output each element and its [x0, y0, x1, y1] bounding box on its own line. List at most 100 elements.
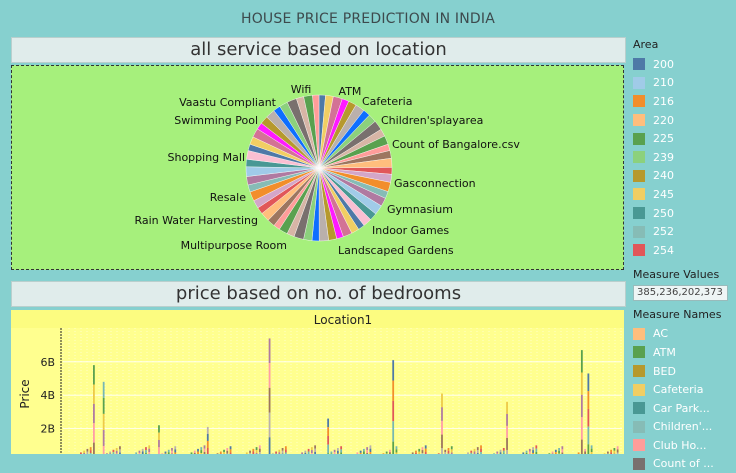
pie-chart-panel[interactable]: Wifi ATM Cafeteria Vaastu Compliant Chil…: [11, 65, 624, 270]
bar-segment[interactable]: [207, 434, 209, 441]
bar-segment[interactable]: [418, 449, 420, 452]
bar-segment[interactable]: [174, 449, 176, 452]
bar-segment[interactable]: [535, 449, 537, 452]
bar-segment[interactable]: [392, 401, 394, 421]
bar-segment[interactable]: [230, 446, 232, 449]
bar-segment[interactable]: [448, 448, 450, 451]
bar-segment[interactable]: [93, 385, 95, 404]
legend-measure-name-item[interactable]: Club Ho...: [633, 436, 736, 455]
bar-segment[interactable]: [422, 447, 424, 450]
bar-segment[interactable]: [591, 449, 593, 452]
bar-segment[interactable]: [90, 450, 92, 453]
bar-segment[interactable]: [587, 409, 589, 427]
bar-segment[interactable]: [480, 445, 482, 448]
bar-segment[interactable]: [226, 448, 228, 451]
bar-segment[interactable]: [587, 373, 589, 391]
bar-segment[interactable]: [93, 423, 95, 442]
bar-segment[interactable]: [83, 451, 85, 453]
bar-segment[interactable]: [158, 433, 160, 440]
bar-segment[interactable]: [200, 447, 202, 450]
bar-segment[interactable]: [451, 449, 453, 452]
bar-segment[interactable]: [148, 449, 150, 452]
legend-measure-name-item[interactable]: AC: [633, 325, 736, 344]
bar-segment[interactable]: [171, 448, 173, 451]
bar-segment[interactable]: [441, 394, 443, 408]
bar-segment[interactable]: [477, 450, 479, 453]
bar-segment[interactable]: [617, 449, 619, 452]
bar-segment[interactable]: [103, 414, 105, 430]
bar-segment[interactable]: [366, 447, 368, 450]
bar-segment[interactable]: [171, 451, 173, 454]
legend-measure-name-item[interactable]: Car Park...: [633, 399, 736, 418]
bar-segment[interactable]: [506, 414, 508, 426]
bar-segment[interactable]: [282, 451, 284, 454]
bar-segment[interactable]: [275, 452, 277, 454]
bar-segment[interactable]: [392, 360, 394, 380]
legend-measure-name-item[interactable]: Children'...: [633, 418, 736, 437]
bar-segment[interactable]: [87, 449, 89, 452]
bar-segment[interactable]: [145, 450, 147, 453]
bar-segment[interactable]: [269, 388, 271, 413]
bar-segment[interactable]: [113, 450, 115, 452]
bar-segment[interactable]: [444, 450, 446, 452]
bar-segment[interactable]: [269, 437, 271, 454]
bar-segment[interactable]: [220, 452, 222, 454]
bar-segment[interactable]: [314, 445, 316, 448]
bar-segment[interactable]: [148, 445, 150, 448]
bar-segment[interactable]: [555, 450, 557, 452]
bar-segment[interactable]: [503, 448, 505, 451]
bar-segment[interactable]: [334, 450, 336, 452]
bar-segment[interactable]: [249, 451, 251, 453]
bar-segment[interactable]: [139, 451, 141, 453]
bar-segment[interactable]: [503, 451, 505, 454]
bar-segment[interactable]: [194, 451, 196, 453]
bar-segment[interactable]: [558, 451, 560, 454]
legend-area-item[interactable]: 216: [633, 92, 736, 111]
bar-segment[interactable]: [370, 449, 372, 452]
bar-segment[interactable]: [252, 449, 254, 452]
bar-segment[interactable]: [392, 442, 394, 454]
legend-area-item[interactable]: 250: [633, 204, 736, 223]
bar-segment[interactable]: [477, 447, 479, 450]
legend-measure-name-item[interactable]: Cafeteria: [633, 380, 736, 399]
bar-segment[interactable]: [425, 449, 427, 452]
bar-segment[interactable]: [103, 398, 105, 414]
bar-segment[interactable]: [207, 448, 209, 454]
bar-segment[interactable]: [278, 450, 280, 452]
bar-segment[interactable]: [142, 449, 144, 452]
legend-area-item[interactable]: 225: [633, 129, 736, 148]
bar-segment[interactable]: [337, 451, 339, 454]
bar-segment[interactable]: [174, 446, 176, 449]
bar-segment[interactable]: [158, 447, 160, 454]
bar-segment[interactable]: [330, 452, 332, 454]
bar-segment[interactable]: [591, 445, 593, 448]
bar-segment[interactable]: [496, 452, 498, 454]
bar-segment[interactable]: [304, 451, 306, 453]
bar-segment[interactable]: [311, 450, 313, 453]
legend-area-item[interactable]: 245: [633, 185, 736, 204]
bar-segment[interactable]: [441, 421, 443, 435]
bar-segment[interactable]: [617, 446, 619, 449]
bar-segment[interactable]: [93, 404, 95, 423]
bar-segment[interactable]: [561, 446, 563, 449]
bar-segment[interactable]: [109, 452, 111, 454]
bar-segment[interactable]: [392, 421, 394, 441]
bar-segment[interactable]: [613, 448, 615, 451]
bar-segment[interactable]: [204, 449, 206, 452]
bar-segment[interactable]: [587, 427, 589, 445]
bar-segment[interactable]: [282, 448, 284, 451]
bar-segment[interactable]: [441, 448, 443, 454]
bar-segment[interactable]: [207, 441, 209, 448]
bar-segment[interactable]: [119, 446, 121, 449]
bar-segment[interactable]: [389, 450, 391, 452]
bar-segment[interactable]: [256, 450, 258, 453]
bar-segment[interactable]: [230, 449, 232, 452]
bar-segment[interactable]: [526, 451, 528, 453]
bar-segment[interactable]: [558, 448, 560, 451]
bar-segment[interactable]: [529, 449, 531, 452]
bar-segment[interactable]: [340, 449, 342, 452]
bar-segment[interactable]: [308, 449, 310, 452]
bar-segment[interactable]: [103, 382, 105, 398]
bar-segment[interactable]: [165, 452, 167, 454]
measure-values-range[interactable]: 385,236,202,373: [633, 285, 728, 301]
